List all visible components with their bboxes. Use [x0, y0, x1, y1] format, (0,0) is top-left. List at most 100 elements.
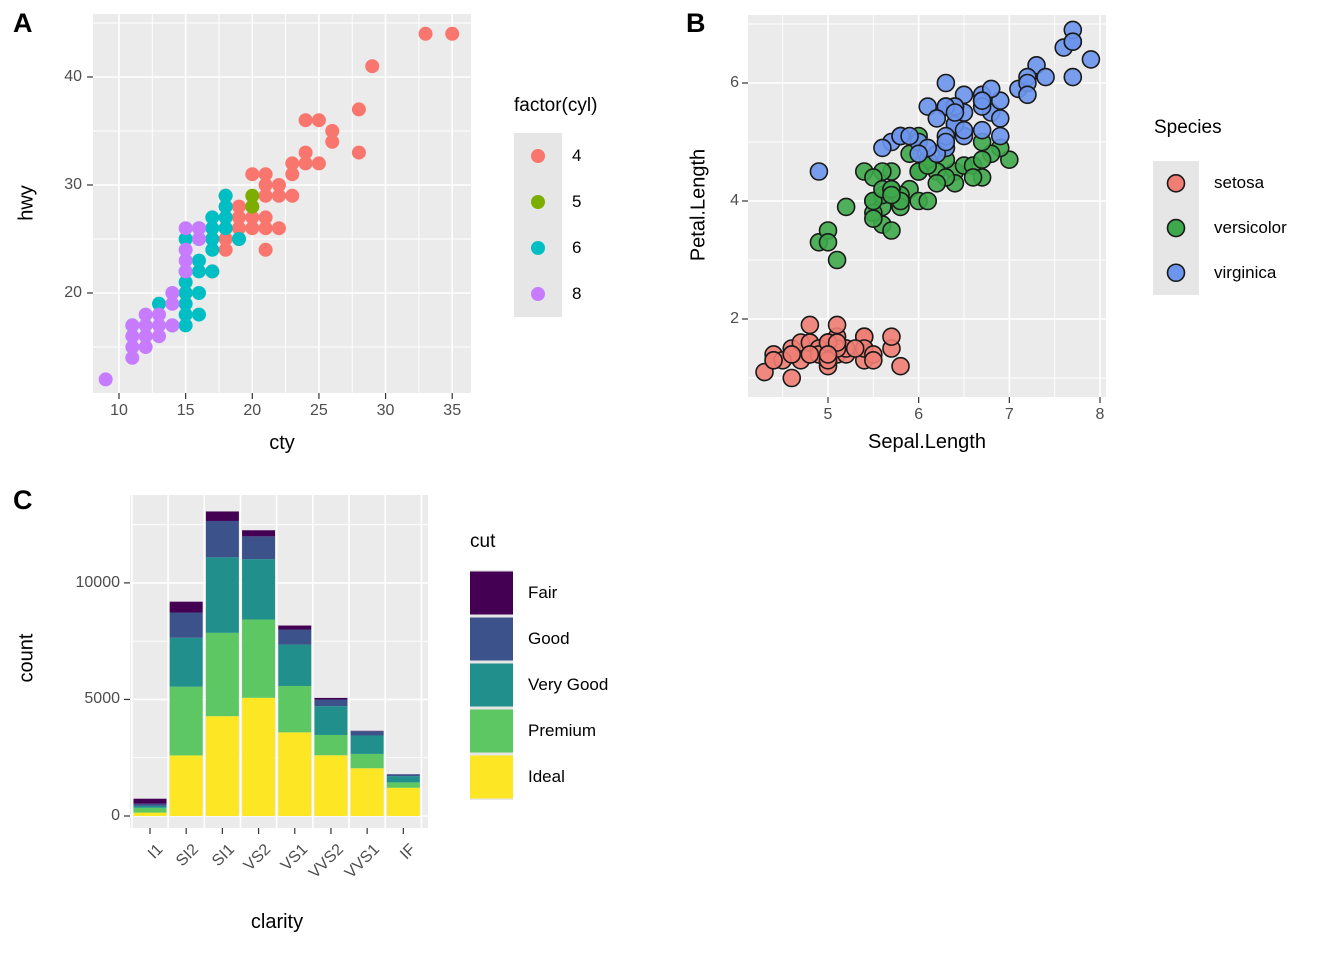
panel-c-tag: C — [13, 485, 33, 515]
panel-a-point-cyl-4 — [271, 221, 286, 236]
panel-a-point-cyl-8 — [178, 242, 193, 257]
panel-c-legend-swatch-ideal — [470, 755, 513, 799]
panel-a-point-cyl-4 — [258, 188, 273, 203]
panel-a-tag: A — [13, 8, 33, 38]
panel-a-point-cyl-4 — [418, 26, 433, 41]
panel-a-point-cyl-6 — [218, 221, 233, 236]
panel-a-point-cyl-6 — [191, 307, 206, 322]
panel-b-point-virginica — [990, 109, 1010, 128]
panel-b-point-versicolor — [882, 185, 901, 205]
panel-c-bar-segment-vvs1-good — [350, 731, 384, 736]
panel-b-legend-label: versicolor — [1214, 218, 1287, 238]
panel-c-bar-segment-if-good — [386, 774, 420, 777]
panel-a-x-tick-label: 30 — [376, 402, 395, 419]
panel-c-bar-segment-i1-fair — [133, 798, 167, 804]
panel-b-point-virginica — [936, 132, 956, 152]
panel-a-point-cyl-6 — [218, 210, 233, 225]
panel-a-point-cyl-4 — [258, 221, 273, 236]
panel-b-x-tick-label: 5 — [823, 406, 833, 423]
panel-c-bar-segment-vs1-premium — [278, 685, 312, 733]
panel-c-bar-segment-si1-ideal — [205, 716, 239, 816]
panel-c-bar-segment-if-ideal — [386, 787, 420, 816]
panel-c-legend-swatch-premium — [470, 709, 513, 753]
panel-c-bar-segment-si2-fair — [169, 601, 203, 613]
panel-a-point-cyl-4 — [351, 102, 366, 117]
panel-b-point-versicolor — [827, 250, 847, 270]
panel-c-bar-segment-si2-very-good — [169, 637, 203, 687]
panel-b-point-virginica — [1036, 67, 1055, 87]
panel-a-point-cyl-6 — [218, 188, 233, 203]
panel-c-bar-segment-si1-very-good — [205, 557, 239, 633]
panel-c-bar-segment-vs2-ideal — [242, 697, 276, 816]
panel-b-y-tick-label: 4 — [730, 192, 739, 209]
panel-b-xaxis-title: Sepal.Length — [868, 431, 986, 453]
panel-a-point-cyl-4 — [218, 242, 233, 257]
panel-b-x-tick-label: 7 — [1004, 406, 1014, 423]
panel-a-point-cyl-8 — [151, 329, 166, 344]
panel-a-xaxis-title: cty — [269, 432, 295, 454]
panel-a-point-cyl-4 — [445, 26, 460, 41]
panel-a-point-cyl-8 — [125, 340, 140, 354]
panel-c-bar-segment-vs2-very-good — [242, 559, 276, 620]
panel-c-legend-label: Very Good — [528, 675, 609, 694]
panel-a-point-cyl-8 — [178, 253, 193, 268]
panel-c-bar-segment-si2-ideal — [169, 755, 203, 816]
panel-a-x-tick-label: 35 — [443, 402, 462, 419]
panel-a-point-cyl-4 — [285, 188, 300, 203]
panel-b-point-virginica — [909, 144, 928, 164]
panel-a-point-cyl-8 — [138, 307, 153, 322]
panel-c-bar-segment-vs2-premium — [242, 619, 276, 698]
panel-a-point-cyl-6 — [191, 264, 206, 279]
panel-b-point-setosa — [782, 345, 802, 364]
panel-a-legend-label: 5 — [572, 192, 582, 211]
panel-a-point-cyl-8 — [178, 221, 193, 236]
panel-c-bar-segment-i1-very-good — [133, 805, 167, 808]
panel-a-point-cyl-8 — [151, 318, 166, 333]
panel-c-bar-segment-if-premium — [386, 782, 420, 788]
panel-a-legend-swatch-5 — [531, 195, 545, 209]
panel-a-point-cyl-8 — [138, 318, 153, 333]
panel-a-point-cyl-4 — [258, 167, 273, 182]
panel-b-point-virginica — [1081, 50, 1101, 69]
panel-b-legend-swatch-virginica — [1166, 263, 1186, 283]
panel-a-point-cyl-4 — [298, 113, 313, 128]
panel-c-bar-segment-si1-good — [205, 520, 239, 558]
panel-c-bar-segment-vvs2-fair — [314, 697, 348, 700]
panel-c-legend-title: cut — [470, 531, 496, 552]
panel-a-point-cyl-4 — [351, 145, 366, 160]
panel-b-yaxis-title: Petal.Length — [687, 148, 710, 262]
panel-b-legend-label: setosa — [1214, 173, 1265, 193]
panel-c-legend-swatch-fair — [470, 571, 513, 615]
panel-c-bar-segment-vs1-ideal — [278, 732, 312, 816]
panel-a-point-cyl-4 — [231, 199, 246, 214]
panel-a-x-tick-label: 15 — [176, 402, 195, 419]
panel-b-point-virginica — [954, 120, 974, 140]
panel-b-point-versicolor — [864, 209, 883, 228]
panel-c-legend-label: Good — [528, 629, 570, 648]
panel-a-point-cyl-6 — [205, 242, 220, 257]
panel-a-legend-label: 4 — [572, 146, 582, 165]
panel-b-point-setosa — [845, 339, 865, 358]
panel-a-legend-swatch-6 — [531, 241, 545, 255]
panel-b-y-tick-label: 6 — [730, 74, 739, 91]
panel-a-y-tick-label: 20 — [64, 284, 82, 301]
panel-c-legend-swatch-good — [470, 617, 513, 661]
panel-a-point-cyl-4 — [258, 242, 273, 257]
panel-b-point-virginica — [972, 120, 992, 140]
panel-c-bar-segment-i1-ideal — [133, 812, 167, 816]
panel-a-x-tick-label: 25 — [310, 402, 328, 419]
panel-a-point-cyl-5 — [245, 199, 260, 214]
panel-a-point-cyl-6 — [178, 296, 193, 311]
panel-c-bar-segment-i1-good — [133, 803, 167, 806]
panel-c-bar-segment-vvs2-good — [314, 699, 348, 707]
panel-a-point-cyl-4 — [258, 210, 273, 225]
panel-b-point-versicolor — [972, 150, 992, 169]
panel-a-point-cyl-8 — [165, 296, 180, 311]
panel-a-point-cyl-6 — [151, 296, 166, 311]
panel-a-point-cyl-4 — [245, 210, 260, 225]
panel-a-legend-title: factor(cyl) — [514, 95, 598, 116]
panel-b-point-setosa — [882, 327, 901, 347]
panel-a-point-cyl-8 — [191, 221, 206, 236]
panel-a-point-cyl-5 — [245, 188, 260, 203]
